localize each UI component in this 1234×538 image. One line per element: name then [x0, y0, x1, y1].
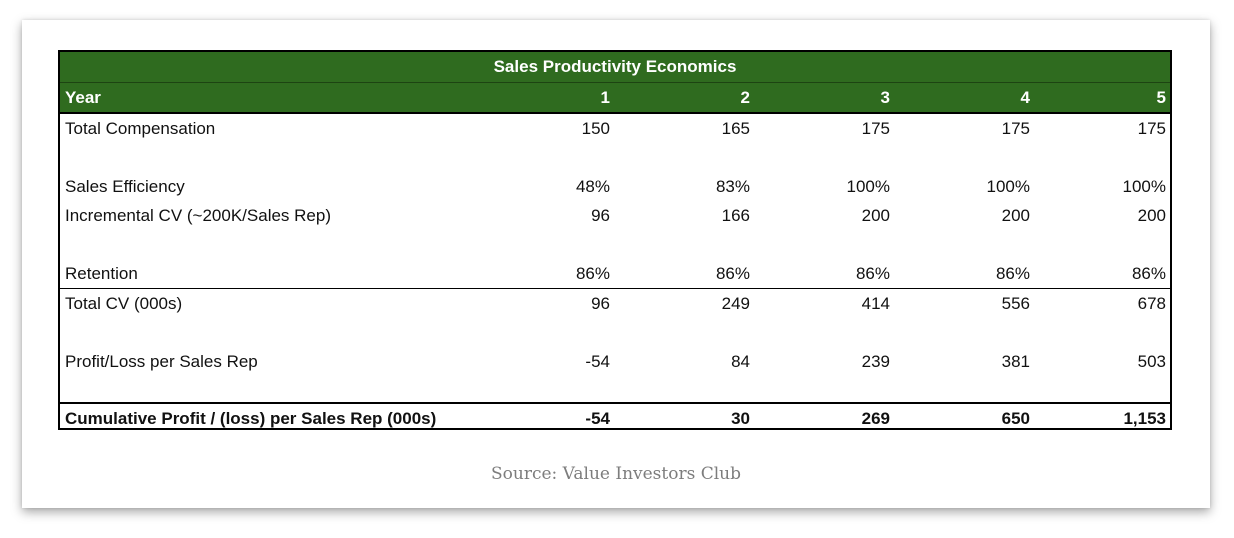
cell: 166: [721, 205, 750, 225]
cell: 100%: [986, 176, 1030, 196]
header-year-4: 4: [1020, 87, 1030, 107]
spacer-row: [60, 376, 1170, 402]
cell: 175: [861, 118, 890, 138]
cell: 503: [1137, 351, 1166, 371]
table-row: Sales Efficiency 48% 83% 100% 100% 100%: [60, 172, 1170, 201]
header-year-5: 5: [1156, 87, 1166, 107]
cell: 678: [1137, 293, 1166, 313]
row-label: Cumulative Profit / (loss) per Sales Rep…: [65, 408, 437, 428]
cell: 86%: [1131, 263, 1166, 283]
cell: 86%: [575, 263, 610, 283]
cell: 83%: [715, 176, 750, 196]
cell: 1,153: [1123, 408, 1166, 428]
cell: 100%: [1122, 176, 1166, 196]
content-card: Sales Productivity Economics Year 1 2 3 …: [22, 20, 1210, 508]
table-title: Sales Productivity Economics: [60, 52, 1170, 83]
source-caption: Source: Value Investors Club: [490, 464, 742, 484]
row-label: Incremental CV (~200K/Sales Rep): [65, 205, 331, 225]
cell: 86%: [715, 263, 750, 283]
table-row-total: Cumulative Profit / (loss) per Sales Rep…: [60, 402, 1170, 433]
header-row: Year 1 2 3 4 5: [60, 83, 1170, 114]
table-row: Retention 86% 86% 86% 86% 86%: [60, 259, 1170, 288]
cell: 165: [721, 118, 750, 138]
cell: 175: [1001, 118, 1030, 138]
row-label: Total CV (000s): [65, 293, 183, 313]
cell: 249: [721, 293, 750, 313]
cell: 175: [1137, 118, 1166, 138]
cell: 556: [1001, 293, 1030, 313]
cell: 239: [861, 351, 890, 371]
spreadsheet-table: Sales Productivity Economics Year 1 2 3 …: [58, 50, 1172, 430]
spacer-row: [60, 230, 1170, 259]
header-year-3: 3: [880, 87, 890, 107]
row-label: Sales Efficiency: [65, 176, 185, 196]
row-label: Total Compensation: [65, 118, 216, 138]
header-year: Year: [65, 87, 101, 107]
cell: 86%: [995, 263, 1030, 283]
table-row: Total CV (000s) 96 249 414 556 678: [60, 288, 1170, 318]
table-row: Profit/Loss per Sales Rep -54 84 239 381…: [60, 347, 1170, 376]
cell: 100%: [846, 176, 890, 196]
cell: 48%: [575, 176, 610, 196]
cell: -54: [585, 408, 610, 428]
header-year-2: 2: [740, 87, 750, 107]
cell: 269: [861, 408, 890, 428]
cell: 86%: [855, 263, 890, 283]
spacer-row: [60, 318, 1170, 347]
cell: 200: [1137, 205, 1166, 225]
cell: 30: [731, 408, 750, 428]
cell: 84: [731, 351, 750, 371]
cell: 150: [581, 118, 610, 138]
cell: 96: [591, 205, 610, 225]
header-year-1: 1: [600, 87, 610, 107]
cell: 200: [1001, 205, 1030, 225]
table-row: Incremental CV (~200K/Sales Rep) 96 166 …: [60, 201, 1170, 230]
row-label: Retention: [65, 263, 138, 283]
cell: -54: [585, 351, 610, 371]
table-row: Total Compensation 150 165 175 175 175: [60, 114, 1170, 143]
cell: 650: [1001, 408, 1030, 428]
cell: 381: [1001, 351, 1030, 371]
cell: 414: [861, 293, 890, 313]
spacer-row: [60, 143, 1170, 172]
row-label: Profit/Loss per Sales Rep: [65, 351, 258, 371]
cell: 200: [861, 205, 890, 225]
cell: 96: [591, 293, 610, 313]
